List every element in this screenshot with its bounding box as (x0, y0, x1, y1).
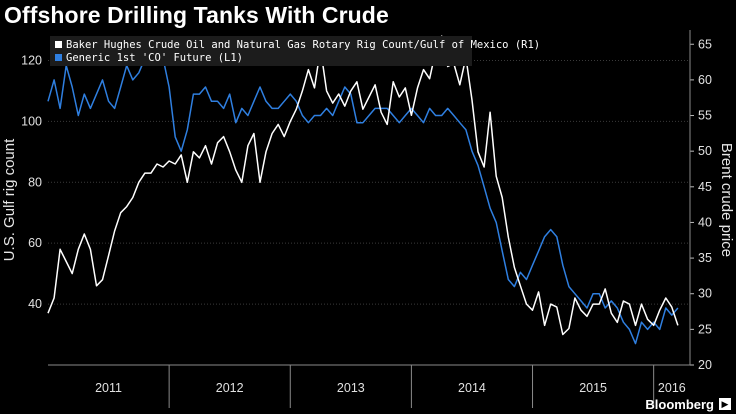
x-tick-label: 2015 (579, 381, 607, 395)
left-tick-label: 40 (28, 297, 42, 311)
series-line-brent-crude (47, 36, 679, 345)
x-tick-label: 2016 (658, 381, 686, 395)
page-title: Offshore Drilling Tanks With Crude (4, 2, 389, 28)
x-tick-label: 2012 (216, 381, 244, 395)
right-tick-label: 35 (698, 251, 712, 265)
x-tick-label: 2011 (95, 381, 122, 395)
legend-swatch-rig (55, 41, 62, 48)
left-tick-label: 120 (21, 53, 42, 67)
legend-background (50, 36, 472, 66)
legend: Baker Hughes Crude Oil and Natural Gas R… (50, 36, 540, 66)
legend-label-crude: Generic 1st 'CO' Future (L1) (66, 52, 243, 64)
series-line-rig-count (47, 35, 679, 336)
right-axis-ticks: 20 25 30 35 40 45 50 55 60 65 (689, 30, 712, 372)
right-tick-label: 55 (698, 109, 712, 123)
y-axis-label-left: U.S. Gulf rig count (1, 138, 18, 261)
legend-swatch-crude (55, 54, 62, 61)
right-tick-label: 45 (698, 180, 712, 194)
x-tick-label: 2013 (337, 381, 365, 395)
legend-label-rig: Baker Hughes Crude Oil and Natural Gas R… (66, 39, 540, 51)
right-tick-label: 65 (698, 37, 712, 51)
left-tick-label: 80 (28, 175, 42, 189)
right-tick-label: 20 (698, 358, 712, 372)
right-tick-label: 40 (698, 215, 712, 229)
x-axis-ticks: 2011 2012 2013 2014 2015 2016 (48, 364, 690, 408)
right-tick-label: 50 (698, 144, 712, 158)
bloomberg-logo: Bloomberg (645, 397, 714, 412)
right-tick-label: 25 (698, 322, 712, 336)
x-tick-label: 2014 (458, 381, 486, 395)
left-axis-ticks: 40 60 80 100 120 (21, 53, 42, 311)
left-tick-label: 60 (28, 236, 42, 250)
series-lines (47, 35, 679, 345)
y-axis-label-right: Brent crude price (718, 143, 735, 257)
play-icon: ▶ (719, 398, 731, 410)
left-tick-label: 100 (21, 114, 42, 128)
right-tick-label: 30 (698, 287, 712, 301)
right-tick-label: 60 (698, 73, 712, 87)
